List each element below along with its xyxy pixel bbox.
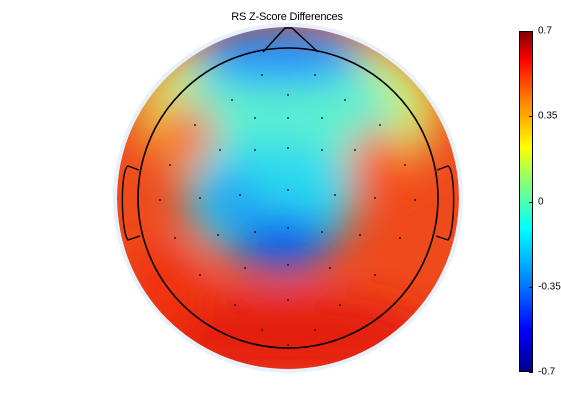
blob-top-blue (195, 27, 365, 83)
electrode-dot (374, 274, 376, 276)
electrode-dot (321, 117, 323, 119)
electrode-dot (261, 74, 263, 76)
electrode-dot (314, 74, 316, 76)
blob-right-orange (350, 130, 406, 190)
electrode-dot (287, 299, 289, 301)
electrode-dot (239, 194, 241, 196)
electrode-dot (287, 227, 289, 229)
electrode-dot (287, 264, 289, 266)
colorbar-tick-label: 0 (538, 196, 544, 207)
colorbar-tick-label: -0.7 (538, 367, 555, 378)
electrode-dot (321, 231, 323, 233)
electrode-dot (287, 189, 289, 191)
electrode-dot (169, 164, 171, 166)
electrode-dot (399, 237, 401, 239)
chart-title: RS Z-Score Differences (207, 11, 367, 23)
colorbar-tick-label: 0.35 (538, 111, 557, 122)
electrode-dot (287, 94, 289, 96)
electrode-dot (339, 304, 341, 306)
colorbar-tick-label: 0.7 (538, 26, 552, 37)
electrode-dot (287, 344, 289, 346)
electrode-dot (219, 149, 221, 151)
electrode-dot (374, 197, 376, 199)
colorbar-tick-mark (529, 372, 533, 373)
colorbar-tick-mark (529, 287, 533, 288)
electrode-dot (414, 199, 416, 201)
colorbar-tick-mark (529, 116, 533, 117)
electrode-dot (217, 234, 219, 236)
electrode-dot (354, 149, 356, 151)
electrode-dot (199, 197, 201, 199)
electrode-dot (329, 267, 331, 269)
electrode-dot (254, 231, 256, 233)
electrode-dot (287, 117, 289, 119)
electrode-dot (334, 194, 336, 196)
electrode-dot (359, 234, 361, 236)
electrode-dot (159, 199, 161, 201)
electrode-dot (344, 99, 346, 101)
electrode-dot (254, 117, 256, 119)
electrode-dot (379, 124, 381, 126)
electrode-dot (244, 267, 246, 269)
electrode-dot (199, 274, 201, 276)
colorbar-tick-label: -0.35 (538, 281, 561, 292)
electrode-dot (174, 237, 176, 239)
electrode-dot (314, 329, 316, 331)
colorbar-tick-mark (529, 31, 533, 32)
electrode-dot (321, 149, 323, 151)
blob-center-blue (232, 212, 332, 272)
electrode-dot (231, 99, 233, 101)
electrode-dot (254, 149, 256, 151)
electrode-dot (287, 147, 289, 149)
electrode-dot (234, 304, 236, 306)
blob-left-blue (206, 178, 254, 218)
electrode-dot (404, 164, 406, 166)
colorbar-tick-mark (529, 202, 533, 203)
electrode-dot (194, 124, 196, 126)
electrode-dot (261, 329, 263, 331)
